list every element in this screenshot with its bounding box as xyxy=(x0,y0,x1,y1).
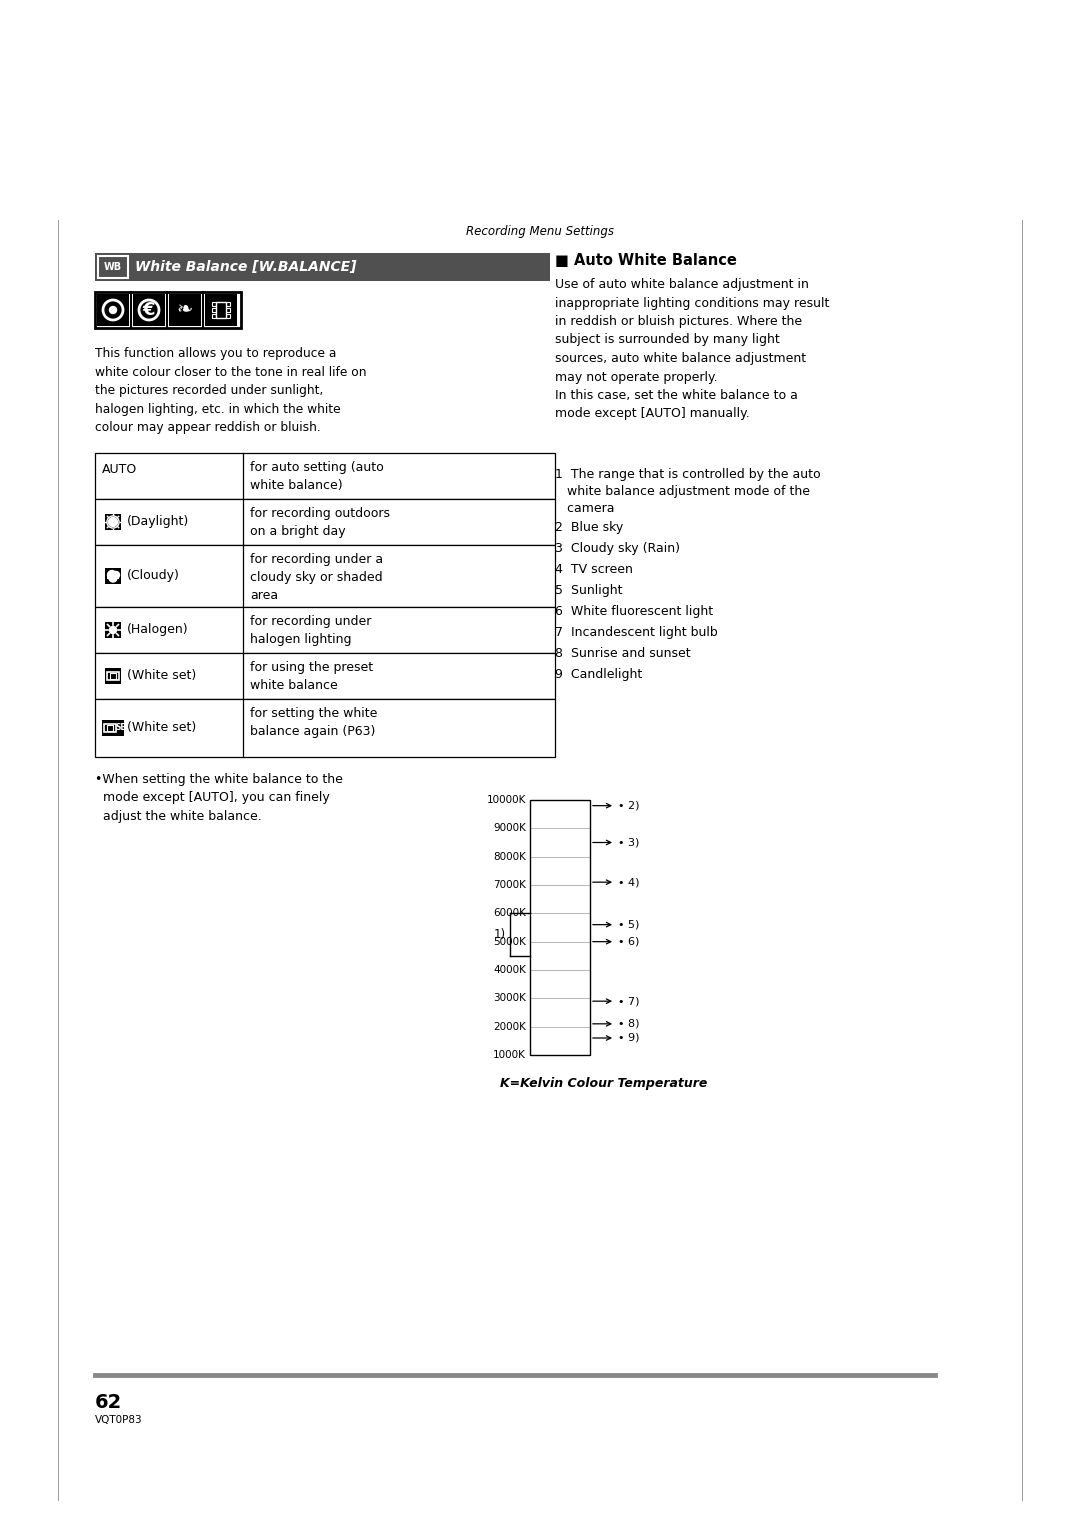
Bar xyxy=(107,725,113,731)
Circle shape xyxy=(108,517,118,526)
Text: 9  Candlelight: 9 Candlelight xyxy=(555,668,643,681)
Bar xyxy=(95,453,555,499)
Bar xyxy=(212,308,216,311)
Bar xyxy=(216,302,226,317)
Circle shape xyxy=(108,571,117,580)
Text: for recording outdoors
on a bright day: for recording outdoors on a bright day xyxy=(249,507,390,539)
Text: Recording Menu Settings: Recording Menu Settings xyxy=(465,224,615,238)
Circle shape xyxy=(109,627,117,633)
Text: 5  Sunlight: 5 Sunlight xyxy=(555,584,622,597)
Text: • 6): • 6) xyxy=(618,937,639,946)
Text: 3  Cloudy sky (Rain): 3 Cloudy sky (Rain) xyxy=(555,542,680,555)
Text: WB: WB xyxy=(104,262,122,272)
Circle shape xyxy=(109,307,117,313)
Text: (Daylight): (Daylight) xyxy=(127,516,189,528)
Text: This function allows you to reproduce a
white colour closer to the tone in real : This function allows you to reproduce a … xyxy=(95,346,366,433)
Circle shape xyxy=(109,574,117,581)
Text: • 8): • 8) xyxy=(618,1019,639,1029)
Text: 7  Incandescent light bulb: 7 Incandescent light bulb xyxy=(555,626,718,639)
Bar xyxy=(530,800,590,1054)
Text: 5000K: 5000K xyxy=(494,937,526,946)
Text: 8  Sunrise and sunset: 8 Sunrise and sunset xyxy=(555,647,690,661)
Text: ■ Auto White Balance: ■ Auto White Balance xyxy=(555,253,737,269)
Bar xyxy=(105,668,121,684)
Text: 6000K: 6000K xyxy=(494,908,526,919)
Text: for using the preset
white balance: for using the preset white balance xyxy=(249,661,373,691)
Text: for recording under a
cloudy sky or shaded
area: for recording under a cloudy sky or shad… xyxy=(249,552,383,601)
Bar xyxy=(95,607,555,653)
Bar xyxy=(95,499,555,545)
Text: 1  The range that is controlled by the auto
   white balance adjustment mode of : 1 The range that is controlled by the au… xyxy=(555,468,821,514)
Bar xyxy=(226,302,230,307)
Bar xyxy=(226,314,230,317)
Text: • 7): • 7) xyxy=(618,996,639,1006)
Bar xyxy=(98,256,129,278)
Bar xyxy=(105,514,121,530)
Text: •When setting the white balance to the
  mode except [AUTO], you can finely
  ad: •When setting the white balance to the m… xyxy=(95,774,342,823)
Text: 4  TV screen: 4 TV screen xyxy=(555,563,633,575)
Bar xyxy=(205,295,237,327)
Text: VQT0P83: VQT0P83 xyxy=(95,1415,143,1425)
Bar xyxy=(107,575,119,578)
Text: for setting the white
balance again (P63): for setting the white balance again (P63… xyxy=(249,707,377,739)
Text: • 5): • 5) xyxy=(618,920,639,929)
Bar xyxy=(95,545,555,607)
Bar xyxy=(110,673,116,679)
Bar xyxy=(105,568,121,584)
Text: €: € xyxy=(143,301,156,319)
Text: White Balance [W.BALANCE]: White Balance [W.BALANCE] xyxy=(135,259,356,275)
Text: 62: 62 xyxy=(95,1393,122,1412)
Text: for auto setting (auto
white balance): for auto setting (auto white balance) xyxy=(249,461,383,491)
Bar xyxy=(168,295,201,327)
Text: ❧: ❧ xyxy=(177,301,193,319)
Bar xyxy=(102,720,124,736)
Bar xyxy=(95,699,555,757)
Text: (Cloudy): (Cloudy) xyxy=(127,569,180,583)
Text: Use of auto white balance adjustment in
inappropriate lighting conditions may re: Use of auto white balance adjustment in … xyxy=(555,278,829,421)
Text: (White set): (White set) xyxy=(127,670,197,682)
Text: 6  White fluorescent light: 6 White fluorescent light xyxy=(555,604,713,618)
Text: 1): 1) xyxy=(494,928,507,942)
Bar xyxy=(104,723,116,732)
Bar xyxy=(95,653,555,699)
Text: K=Kelvin Colour Temperature: K=Kelvin Colour Temperature xyxy=(500,1077,707,1090)
Bar xyxy=(226,308,230,311)
Bar xyxy=(107,671,119,681)
Text: • 9): • 9) xyxy=(618,1033,639,1042)
Bar xyxy=(133,295,165,327)
Text: 2000K: 2000K xyxy=(494,1022,526,1032)
Text: 9000K: 9000K xyxy=(494,824,526,833)
Bar xyxy=(97,295,129,327)
Text: • 2): • 2) xyxy=(618,801,639,810)
Text: for recording under
halogen lighting: for recording under halogen lighting xyxy=(249,615,372,645)
Bar xyxy=(95,253,550,281)
Text: 10000K: 10000K xyxy=(487,795,526,806)
Text: • 4): • 4) xyxy=(618,877,639,887)
Bar xyxy=(105,623,121,638)
Bar xyxy=(212,314,216,317)
Text: 7000K: 7000K xyxy=(494,881,526,890)
Text: 1000K: 1000K xyxy=(494,1050,526,1061)
Text: (Halogen): (Halogen) xyxy=(127,624,189,636)
Circle shape xyxy=(112,571,120,578)
Text: 2  Blue sky: 2 Blue sky xyxy=(555,520,623,534)
Text: 4000K: 4000K xyxy=(494,964,526,975)
Text: 3000K: 3000K xyxy=(494,993,526,1003)
Bar xyxy=(95,291,241,328)
Bar xyxy=(212,302,216,307)
Text: (White set): (White set) xyxy=(127,722,197,734)
Text: AUTO: AUTO xyxy=(102,462,137,476)
Text: SET: SET xyxy=(116,723,132,732)
Text: • 3): • 3) xyxy=(618,838,639,847)
Text: 8000K: 8000K xyxy=(494,852,526,862)
